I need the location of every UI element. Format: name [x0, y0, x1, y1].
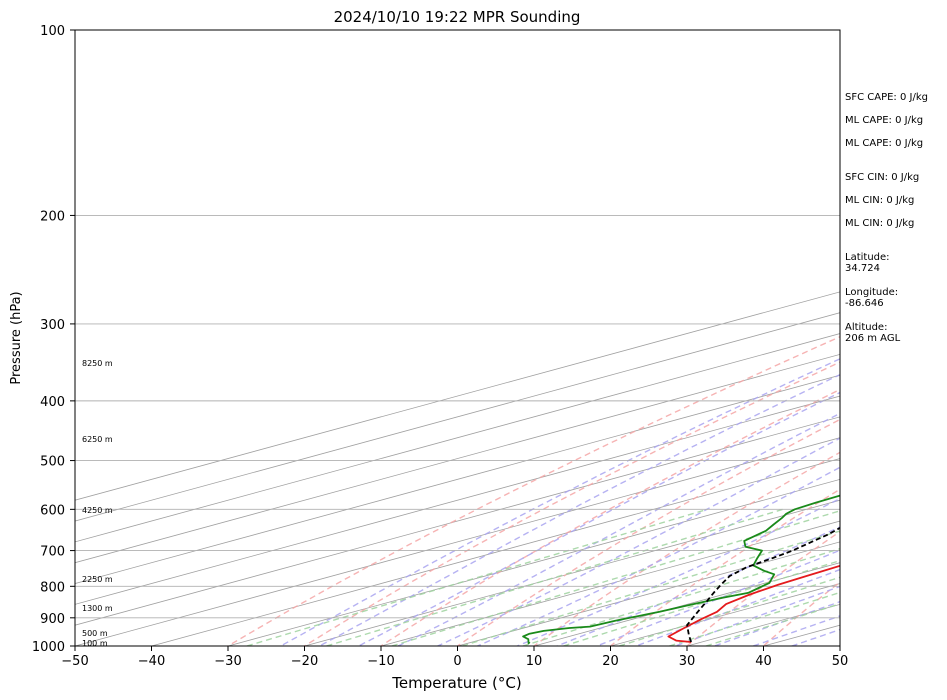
y-tick-label: 500 [40, 455, 65, 470]
x-tick-label: −40 [138, 654, 165, 669]
y-tick-label: 800 [40, 580, 65, 595]
dry-adiabat-line [379, 388, 840, 646]
chart-title: 2024/10/10 19:22 MPR Sounding [334, 8, 581, 26]
isotherm-line [75, 395, 840, 605]
annotation-text: SFC CAPE: 0 J/kg [845, 92, 928, 103]
height-label: 4250 m [82, 506, 113, 515]
dry-adiabat-line [456, 418, 840, 646]
temperature-profile-line [667, 564, 840, 643]
moist-adiabat-line [279, 358, 840, 646]
y-tick-label: 600 [40, 503, 65, 518]
mixing-ratio-line [705, 603, 840, 646]
annotation-text: ML CAPE: 0 J/kg [845, 138, 923, 149]
annotation-text: ML CIN: 0 J/kg [845, 218, 914, 229]
annotation-text: ML CAPE: 0 J/kg [845, 115, 923, 126]
dry-adiabat-line [226, 335, 840, 646]
isotherm-line [75, 437, 840, 646]
moist-adiabat-line [357, 391, 840, 646]
y-axis-label: Pressure (hPa) [9, 291, 24, 384]
annotation-text: Latitude: 34.724 [845, 252, 890, 274]
isotherm-line [226, 478, 840, 646]
moist-adiabat-line [317, 373, 840, 646]
x-tick-label: −30 [214, 654, 241, 669]
sounding-profiles [522, 494, 840, 645]
annotation-text: Longitude: -86.646 [845, 287, 898, 309]
isotherm-line [75, 374, 840, 584]
x-tick-label: 30 [679, 654, 696, 669]
isotherm-line [75, 333, 840, 543]
annotation-text: ML CIN: 0 J/kg [845, 195, 914, 206]
isotherm-line [303, 499, 840, 646]
x-tick-label: 50 [832, 654, 849, 669]
isotherm-line [75, 312, 840, 522]
mixing-ratio-line [246, 508, 708, 646]
y-tick-label: 400 [40, 395, 65, 410]
y-tick-label: 1000 [32, 640, 65, 655]
isotherm-line [75, 291, 840, 501]
height-label: 1300 m [82, 604, 113, 613]
mixing-ratio-line [669, 591, 840, 646]
annotation-text: Altitude: 206 m AGL [845, 322, 901, 344]
annotation-text: SFC CIN: 0 J/kg [845, 172, 919, 183]
isotherm-line [150, 458, 840, 646]
moist-adiabat-line [594, 549, 840, 646]
dry-adiabat-line [532, 451, 840, 646]
dry-adiabat-line [609, 488, 840, 646]
x-tick-label: −50 [61, 654, 88, 669]
height-label: 8250 m [82, 359, 113, 368]
isotherm-line [75, 353, 840, 564]
height-label: 500 m [82, 629, 108, 638]
moist-adiabat-line [515, 497, 840, 646]
y-tick-label: 300 [40, 318, 65, 333]
x-tick-label: −20 [291, 654, 318, 669]
mixing-ratio-line [326, 508, 784, 646]
isotherm-line [456, 541, 840, 646]
sounding-annotations: SFC CAPE: 0 J/kg ML CAPE: 0 J/kg ML CAPE: … [845, 92, 928, 344]
dewpoint-profile-line [522, 494, 840, 645]
height-label: 2250 m [82, 575, 113, 584]
dry-adiabat-line [303, 361, 840, 646]
y-tick-label: 100 [40, 24, 65, 39]
isotherm-line [75, 416, 840, 626]
height-label: 6250 m [82, 435, 113, 444]
x-tick-label: 20 [602, 654, 619, 669]
x-tick-label: 10 [526, 654, 543, 669]
moist-adiabat-line [436, 437, 840, 646]
pressure-gridlines [75, 30, 840, 646]
x-tick-label: 40 [755, 654, 772, 669]
y-axis-ticks: 100 200 300 400 500 600 700 800 900 1000 [32, 24, 75, 655]
x-axis-ticks: −50 −40 −30 −20 −10 0 10 20 30 40 50 [61, 646, 848, 669]
y-tick-label: 700 [40, 545, 65, 560]
x-tick-label: −10 [367, 654, 394, 669]
y-tick-label: 200 [40, 209, 65, 224]
plot-area [75, 30, 840, 646]
x-tick-label: 0 [453, 654, 461, 669]
isotherm-line [379, 520, 840, 646]
y-tick-label: 900 [40, 612, 65, 627]
x-axis-label: Temperature (°C) [391, 674, 521, 692]
height-label: 100 m [82, 639, 108, 648]
moist-adiabat-line [475, 466, 840, 646]
